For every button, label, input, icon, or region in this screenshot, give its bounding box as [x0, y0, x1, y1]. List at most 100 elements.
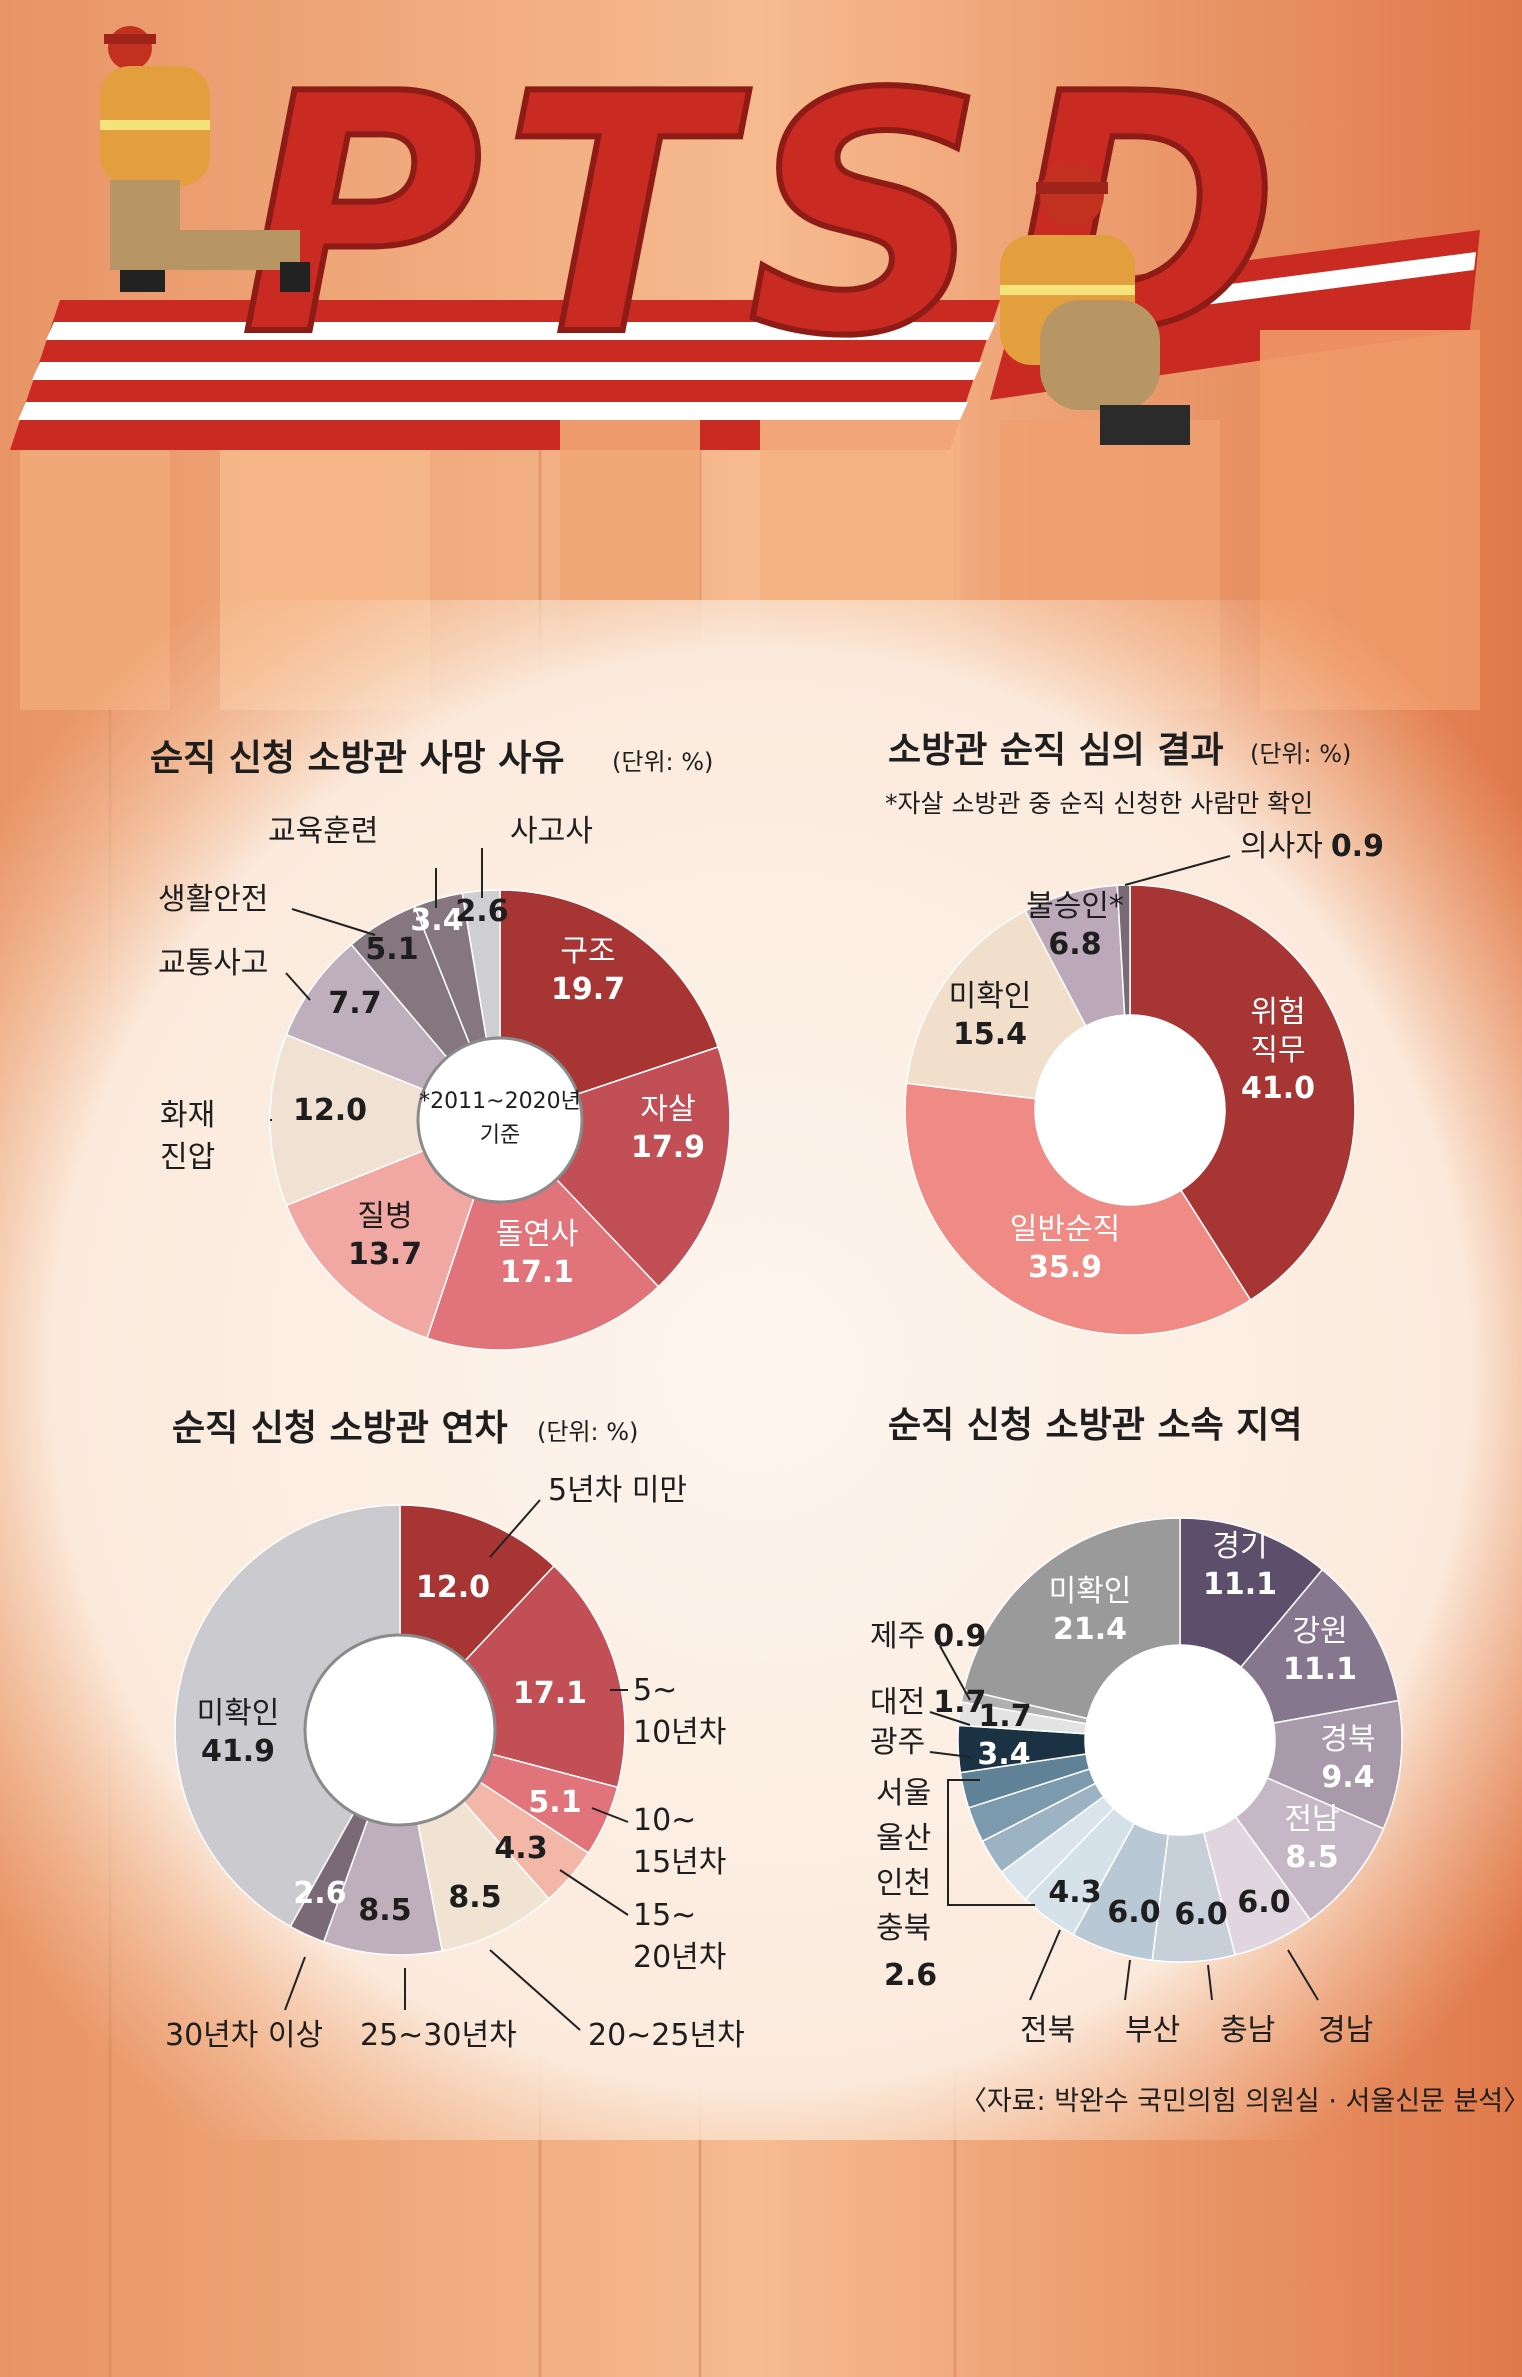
chart-service-years: 순직 신청 소방관 연차 (단위: %) 12.0 17.1 5.1 4.3 8.5 8.…: [165, 1408, 745, 2053]
slice-label: 구조: [560, 934, 615, 969]
slice-label: 사고사: [510, 814, 593, 849]
slice-label: 경남: [1318, 2013, 1373, 2048]
slice-label: 교육훈련: [268, 814, 378, 849]
slice-label: 의사자 0.9: [1240, 829, 1384, 864]
slice-label: 진압: [160, 1140, 215, 1175]
source-note: 〈자료: 박완수 국민의힘 의원실 · 서울신문 분석〉: [960, 2086, 1522, 2117]
slice-label: 10년차: [633, 1715, 726, 1750]
slice-value: 15.4: [953, 1017, 1027, 1052]
group-region-ulsan: 울산: [876, 1821, 931, 1856]
slice-label: 불승인*: [1026, 889, 1124, 924]
leader-line: [559, 1869, 629, 1916]
slice-label: 경북: [1320, 1722, 1375, 1757]
donut-slices: 경기11.1강원11.1경북9.4전남8.56.06.06.04.33.41.7…: [870, 1517, 1403, 2048]
slice-value: 8.5: [358, 1893, 411, 1928]
slice-value: 5.1: [528, 1785, 581, 1820]
chart-review-result: 소방관 순직 심의 결과 (단위: %) *자살 소방관 중 순직 신청한 사람…: [885, 730, 1384, 1336]
slice-label: 전남: [1284, 1802, 1339, 1837]
chart-unit: (단위: %): [612, 748, 713, 776]
slice-value: 41.0: [1241, 1071, 1315, 1106]
chart-death-cause: 순직 신청 소방관 사망 사유 (단위: %) 구조19.7자살17.9돌연사1…: [150, 738, 731, 1351]
slice-label: 20~25년차: [588, 2018, 745, 2053]
slice-value: 11.1: [1283, 1652, 1357, 1687]
slice-value: 17.1: [500, 1255, 574, 1290]
slice-value: 35.9: [1028, 1250, 1102, 1285]
chart-title: 순직 신청 소방관 소속 지역: [888, 1405, 1302, 1446]
slice-value: 17.1: [513, 1676, 587, 1711]
chart-unit: (단위: %): [537, 1418, 638, 1446]
chart-region: 순직 신청 소방관 소속 지역 경기11.1강원11.1경북9.4전남8.56.…: [870, 1405, 1403, 2048]
slice-value: 6.0: [1107, 1895, 1160, 1930]
slice-value: 8.5: [1285, 1840, 1338, 1875]
leader-line: [939, 1645, 971, 1701]
leader-line: [489, 1499, 541, 1558]
slice-label: 5~: [633, 1673, 677, 1708]
slice-label: 미확인: [949, 979, 1032, 1014]
slice-label: 20년차: [633, 1940, 726, 1975]
leader-line: [929, 1751, 971, 1758]
donut-hole: [1085, 1645, 1275, 1835]
slice-value: 1.7: [978, 1699, 1031, 1734]
chart-title: 순직 신청 소방관 연차: [172, 1408, 508, 1449]
slice-value: 6.0: [1174, 1897, 1227, 1932]
slice-value: 12.0: [416, 1570, 490, 1605]
slice-value: 11.1: [1203, 1567, 1277, 1602]
group-value: 2.6: [884, 1958, 937, 1993]
slice-label: 위험: [1250, 995, 1305, 1030]
slice-value: 3.4: [410, 903, 463, 938]
slice-value: 3.4: [977, 1737, 1030, 1772]
slice-label: 일반순직: [1010, 1212, 1120, 1247]
slice-value: 7.7: [328, 986, 381, 1021]
slice-value: 21.4: [1053, 1612, 1127, 1647]
group-bracket-line: [947, 1779, 1035, 1906]
leader-line: [1124, 855, 1231, 886]
slice-value: 12.0: [293, 1093, 367, 1128]
slice-value: 9.4: [1321, 1760, 1374, 1795]
slice-value: 8.5: [448, 1880, 501, 1915]
group-region-seoul: 서울: [876, 1776, 931, 1811]
slice-label: 미확인: [197, 1696, 280, 1731]
leader-line: [285, 972, 311, 1001]
leader-line: [489, 1949, 581, 2031]
slice-label: 부산: [1125, 2013, 1180, 2048]
slice-label: 15년차: [633, 1845, 726, 1880]
slice-label: 15~: [633, 1898, 696, 1933]
slice-value: 2.6: [293, 1876, 346, 1911]
slice-value: 4.3: [494, 1831, 547, 1866]
donut-hole: [416, 1036, 584, 1204]
donut-hole: [1035, 1015, 1225, 1205]
slice-value: 19.7: [551, 972, 625, 1007]
leader-line: [291, 908, 376, 936]
slice-label: 교통사고: [158, 946, 268, 981]
group-region-chungbuk: 충북: [876, 1911, 931, 1946]
slice-label: 25~30년차: [360, 2018, 517, 2053]
slice-label: 화재: [160, 1098, 215, 1133]
region-group-label: 서울 울산 인천 충북 2.6: [876, 1776, 1035, 1993]
leader-line: [1124, 1959, 1131, 2001]
slice-value: 17.9: [631, 1130, 705, 1165]
slice-value: 13.7: [348, 1237, 422, 1272]
slice-value: 6.0: [1237, 1885, 1290, 1920]
slice-label: 생활안전: [158, 882, 268, 917]
slice-label: 직무: [1250, 1033, 1305, 1068]
leader-line: [284, 1956, 306, 2011]
title-block: PTSD: [10, 21, 1480, 710]
slice-value: 2.6: [455, 894, 508, 929]
slice-label: 10~: [633, 1803, 696, 1838]
slice-label: 강원: [1292, 1614, 1347, 1649]
slice-label: 전북: [1020, 2013, 1075, 2048]
slice-label: 광주: [870, 1725, 925, 1760]
slice-label: 30년차 이상: [165, 2018, 323, 2053]
group-region-incheon: 인천: [876, 1866, 931, 1901]
leader-line: [1207, 1964, 1213, 2001]
slice-value: 4.3: [1048, 1875, 1101, 1910]
center-label-basis: 기준: [480, 1123, 520, 1148]
slice-label: 미확인: [1049, 1574, 1132, 1609]
slice-label: 5년차 미만: [548, 1473, 687, 1508]
slice-label: 경기: [1212, 1529, 1267, 1564]
firefighter-kneeling-illustration: [100, 26, 310, 292]
chart-title: 소방관 순직 심의 결과: [888, 730, 1224, 771]
